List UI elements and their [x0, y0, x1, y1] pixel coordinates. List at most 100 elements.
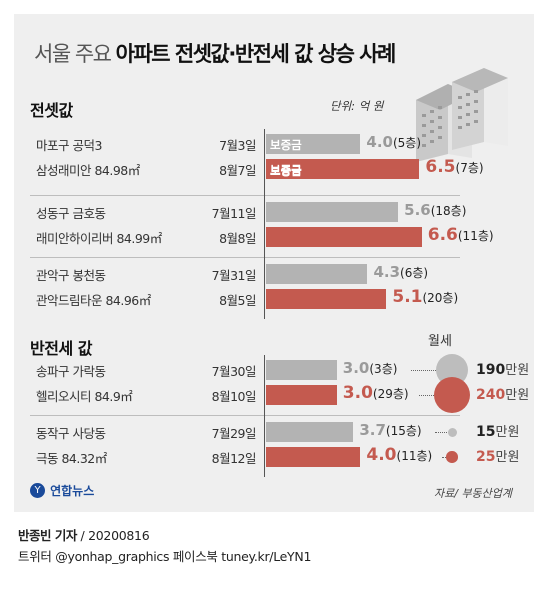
after-bar [266, 385, 337, 405]
deposit-tag: 보증금 [270, 138, 302, 152]
value-number: 3.7 [359, 421, 386, 439]
value-number: 5.1 [392, 287, 423, 307]
chart-title: 서울 주요 아파트 전셋값·반전세 값 상승 사례 [34, 42, 396, 66]
date-label: 8월7일 [219, 163, 256, 178]
date-label: 8월12일 [211, 451, 257, 466]
date-label: 8월8일 [219, 231, 256, 246]
floor-label: (5층) [392, 136, 422, 150]
monthly-rent-label: 15만원 [476, 421, 519, 440]
value-number: 6.5 [425, 157, 456, 177]
district-label: 송파구 가락동 [36, 364, 106, 379]
complex-label: 래미안하이리버 84.99㎡ [36, 231, 162, 246]
date-label: 8월5일 [219, 293, 256, 308]
apartment-building-icon [416, 68, 508, 162]
complex-label: 극동 84.32㎡ [36, 451, 107, 466]
value-label: 3.0(29층) [343, 383, 409, 403]
after-bar [266, 289, 387, 309]
value-number: 5.6 [404, 201, 431, 219]
value-label: 3.7(15층) [359, 420, 421, 439]
after-bar [266, 159, 420, 179]
floor-label: (6층) [400, 266, 429, 280]
row-separator [30, 257, 460, 258]
deposit-tag: 보증금 [270, 163, 302, 177]
floor-label: (29층) [372, 387, 409, 401]
value-label: 5.6(18층) [404, 200, 466, 219]
district-label: 성동구 금호동 [36, 206, 106, 221]
value-label: 4.0(5층) [366, 132, 421, 151]
publish-date: / 20200816 [76, 528, 150, 543]
complex-label: 헬리오시티 84.9㎡ [36, 389, 133, 404]
yonhap-logo: Y 연합뉴스 [30, 480, 94, 499]
author: 반종빈 기자 [18, 528, 77, 543]
monthly-rent-label: 25만원 [476, 446, 519, 465]
rent-unit: 만원 [495, 450, 520, 465]
axis-line [264, 355, 265, 477]
floor-label: (11층) [457, 229, 494, 243]
monthly-rent-header: 월세 [428, 334, 452, 349]
axis-line [264, 129, 265, 319]
row-separator [30, 415, 460, 416]
district-label: 관악구 봉천동 [36, 268, 106, 283]
value-label: 6.5(7층) [425, 157, 483, 177]
deposit-tag: 보증금 [270, 164, 302, 178]
before-bar [266, 202, 399, 222]
date-label: 8월10일 [211, 389, 257, 404]
date-label: 7월11일 [211, 206, 257, 221]
date-label: 7월31일 [211, 268, 257, 283]
complex-label: 삼성래미안 84.98㎡ [36, 163, 140, 178]
credit-line: 반종빈 기자 / 20200816 [18, 525, 150, 544]
after-bar [266, 227, 422, 247]
floor-label: (15층) [385, 424, 422, 438]
leader-line [435, 432, 448, 433]
rent-unit: 만원 [505, 388, 530, 403]
before-bar [266, 360, 337, 380]
before-bar [266, 422, 354, 442]
leader-line [410, 370, 436, 371]
floor-label: (3층) [369, 362, 398, 376]
before-bar [266, 264, 368, 284]
rent-value: 240 [476, 387, 506, 403]
floor-label: (18층) [430, 204, 467, 218]
section-title-jeonse: 전셋값 [30, 101, 73, 120]
source-note: 자료/ 부동산업계 [434, 487, 513, 500]
logo-text: 연합뉴스 [50, 484, 95, 498]
rent-value: 25 [476, 449, 496, 465]
date-label: 7월3일 [219, 138, 256, 153]
row-separator [30, 195, 460, 196]
social-links: 트위터 @yonhap_graphics 페이스북 tuney.kr/LeYN1 [18, 549, 312, 564]
value-number: 4.0 [366, 445, 397, 465]
value-label: 6.6(11층) [428, 225, 494, 245]
floor-label: (20층) [422, 291, 459, 305]
rent-unit: 만원 [505, 363, 530, 378]
after-bar [266, 447, 361, 467]
value-number: 3.0 [342, 359, 370, 377]
value-number: 4.3 [373, 263, 401, 281]
value-label: 4.0(11층) [366, 445, 432, 465]
date-label: 7월30일 [211, 364, 257, 379]
rent-circle [434, 377, 470, 413]
value-label: 3.0(3층) [343, 358, 398, 377]
date-label: 7월29일 [211, 426, 257, 441]
rent-value: 15 [476, 424, 496, 440]
rent-value: 190 [476, 362, 506, 378]
value-number: 4.0 [366, 133, 393, 151]
rent-circle [447, 427, 457, 437]
section-title-banjeonse: 반전세 값 [30, 339, 92, 358]
district-label: 동작구 사당동 [36, 426, 106, 441]
value-label: 5.1(20층) [392, 287, 458, 307]
value-label: 4.3(6층) [373, 262, 428, 281]
leader-line [418, 395, 434, 396]
rent-circle [446, 451, 458, 463]
value-number: 3.0 [342, 383, 373, 403]
before-bar [266, 134, 361, 154]
rent-unit: 만원 [495, 425, 520, 440]
unit-label: 단위: 억 원 [330, 99, 384, 113]
floor-label: (11층) [396, 449, 433, 463]
yonhap-logo-icon: Y [30, 483, 45, 498]
monthly-rent-label: 190만원 [476, 359, 529, 378]
district-label: 마포구 공덕3 [36, 138, 102, 153]
complex-label: 관악드림타운 84.96㎡ [36, 293, 151, 308]
monthly-rent-label: 240만원 [476, 384, 529, 403]
floor-label: (7층) [455, 161, 484, 175]
value-number: 6.6 [427, 225, 458, 245]
